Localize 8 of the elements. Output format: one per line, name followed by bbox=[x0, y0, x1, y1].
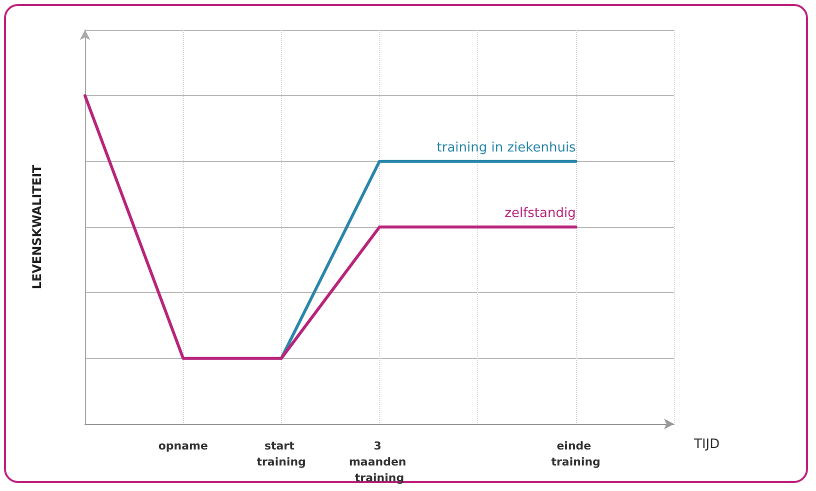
x-tick-label: einde training bbox=[551, 440, 600, 468]
x-tick-label: start training bbox=[256, 440, 306, 468]
series-label: training in ziekenhuis bbox=[436, 140, 576, 156]
x-tick-label: opname bbox=[158, 440, 208, 452]
series-label: zelfstandig bbox=[504, 206, 576, 221]
x-tick-label: 3 maanden training bbox=[348, 440, 410, 484]
y-axis-title: LEVENSKWALITEIT bbox=[30, 164, 44, 290]
x-axis-title: TIJD bbox=[693, 437, 720, 452]
